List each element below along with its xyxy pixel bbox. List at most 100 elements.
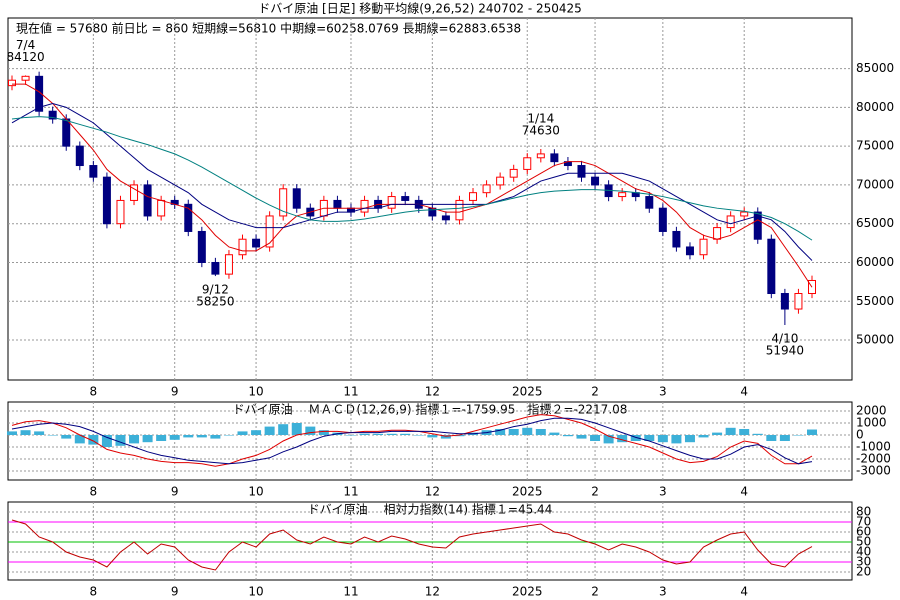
x-tick-label: 2025	[512, 585, 543, 599]
histogram-bar	[603, 435, 614, 444]
candle-body	[672, 230, 681, 248]
histogram-bar	[644, 435, 655, 441]
candle-body	[48, 110, 57, 120]
y-tick-label: -2000	[856, 452, 891, 466]
y-tick-label: 2000	[856, 404, 887, 418]
x-tick-label: 8	[90, 385, 98, 399]
annotation-date: 4/10	[771, 332, 798, 346]
histogram-bar	[101, 435, 112, 447]
histogram-bar	[196, 435, 207, 438]
histogram-bar	[169, 435, 180, 440]
candle-body	[658, 207, 667, 232]
x-tick-label: 2	[591, 585, 599, 599]
x-tick-label: 9	[171, 585, 179, 599]
y-tick-label: -1000	[856, 440, 891, 454]
candle-body	[740, 211, 749, 217]
histogram-bar	[291, 423, 302, 435]
candle-body	[292, 188, 301, 209]
candle-body	[685, 246, 694, 256]
x-tick-label: 3	[659, 385, 667, 399]
histogram-bar	[752, 433, 763, 435]
histogram-bar	[345, 435, 356, 436]
histogram-bar	[400, 433, 411, 435]
y-tick-label: 75000	[856, 139, 894, 153]
candle-body	[116, 199, 125, 225]
candle-body	[469, 192, 478, 201]
histogram-bar	[88, 435, 99, 445]
histogram-bar	[684, 435, 695, 443]
x-tick-label: 12	[425, 585, 440, 599]
histogram-bar	[20, 430, 31, 435]
y-tick-label: 65000	[856, 216, 894, 230]
histogram-bar	[590, 435, 601, 441]
y-tick-label: 50	[856, 535, 871, 549]
x-tick-label: 12	[425, 385, 440, 399]
x-tick-label: 2025	[512, 485, 543, 499]
histogram-bar	[373, 433, 384, 435]
series-line	[11, 519, 813, 571]
x-tick-label: 9	[171, 485, 179, 499]
candle-body	[794, 293, 803, 310]
histogram-bar	[698, 435, 709, 438]
candle-body	[21, 75, 30, 81]
y-tick-label: 60	[856, 525, 871, 539]
histogram-bar	[278, 424, 289, 435]
y-tick-label: 85000	[856, 61, 894, 75]
y-tick-label: 20	[856, 565, 871, 579]
histogram-bar	[725, 427, 736, 435]
x-tick-label: 10	[248, 485, 263, 499]
candle-body	[279, 188, 288, 217]
candle-body	[130, 184, 139, 201]
x-tick-label: 3	[659, 485, 667, 499]
histogram-bar	[156, 435, 167, 441]
candle-body	[387, 196, 396, 209]
histogram-bar	[427, 435, 438, 438]
candle-body	[197, 230, 206, 263]
annotation-date: 9/12	[202, 283, 229, 297]
histogram-bar	[440, 435, 451, 439]
y-tick-label: 0	[856, 428, 864, 442]
candle-body	[8, 79, 16, 87]
y-tick-label: 1000	[856, 416, 887, 430]
x-tick-label: 8	[90, 585, 98, 599]
x-tick-label: 3	[659, 585, 667, 599]
y-tick-label: 30	[856, 555, 871, 569]
candle-body	[441, 215, 450, 221]
histogram-bar	[766, 435, 777, 441]
histogram-bar	[115, 435, 126, 446]
y-tick-label: 80	[856, 505, 871, 519]
histogram-bar	[318, 430, 329, 435]
candle-body	[102, 176, 111, 225]
y-tick-label: 80000	[856, 100, 894, 114]
y-tick-label: 40	[856, 545, 871, 559]
candle-body	[35, 75, 44, 112]
histogram-bar	[535, 429, 546, 435]
candle-body	[62, 118, 71, 147]
y-tick-label: 50000	[856, 333, 894, 347]
candle-body	[550, 153, 559, 163]
annotation-value: 74630	[522, 124, 560, 138]
x-tick-label: 11	[343, 385, 358, 399]
histogram-bar	[142, 435, 153, 443]
histogram-bar	[617, 435, 628, 443]
x-tick-label: 12	[425, 485, 440, 499]
candle-body	[265, 215, 274, 248]
candle-body	[591, 176, 600, 186]
histogram-bar	[522, 427, 533, 435]
histogram-bar	[74, 435, 85, 444]
histogram-bar	[237, 431, 248, 435]
candle-body	[577, 165, 586, 178]
histogram-bar	[562, 435, 573, 437]
histogram-bar	[712, 432, 723, 435]
histogram-bar	[454, 435, 465, 437]
histogram-bar	[359, 433, 370, 435]
candle-body	[252, 238, 261, 248]
candle-body	[536, 153, 545, 159]
annotation-date: 7/4	[16, 38, 35, 52]
x-tick-label: 4	[740, 385, 748, 399]
candle-body	[726, 215, 735, 229]
annotation-value: 84120	[6, 50, 44, 64]
candle-body	[455, 199, 464, 221]
histogram-bar	[61, 435, 72, 439]
